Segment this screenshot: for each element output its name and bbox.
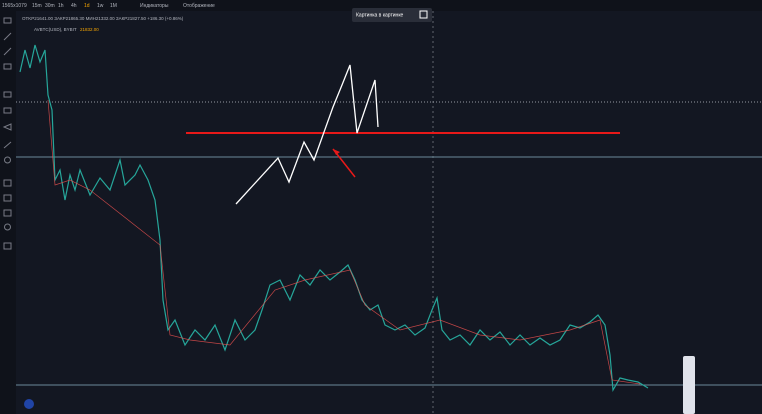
left-toolbar [0,11,16,414]
drawn-zigzag [235,64,379,205]
pip-button[interactable]: Картинка в картинке [356,12,404,18]
logo [24,399,34,409]
symbol-legend: AVBTC(USD), BYBIT [34,27,77,32]
timeframe-button[interactable]: 1w [97,3,104,9]
resolution: 1565x1079 [2,3,27,9]
timeframe-button[interactable]: 30m [45,3,55,9]
arrow-head [333,149,340,155]
price-candles-down [47,99,641,385]
pip-button-bg[interactable] [352,8,432,22]
timeframe-button[interactable]: 1M [110,3,117,9]
pip-icon [419,10,428,19]
timeframes: 15m 30m 1h 4h 1d 1w 1M [32,3,117,9]
tool-icons [2,17,12,250]
display-button[interactable]: Отображение [183,3,215,9]
drawing-toolbar [683,356,695,414]
timeframe-button[interactable]: 1d [84,3,90,9]
indicators-button[interactable]: Индикаторы [140,3,169,9]
timeframe-button[interactable]: 4h [71,3,77,9]
ohlc-legend: OTKP21641.00 ЗАКР21865.30 МИН21332.00 ЗА… [22,16,184,21]
price-legend: 21832.00 [80,27,99,32]
timeframe-button[interactable]: 15m [32,3,42,9]
top-bar [0,0,762,11]
timeframe-button[interactable]: 1h [58,3,64,9]
price-candles [19,44,649,392]
